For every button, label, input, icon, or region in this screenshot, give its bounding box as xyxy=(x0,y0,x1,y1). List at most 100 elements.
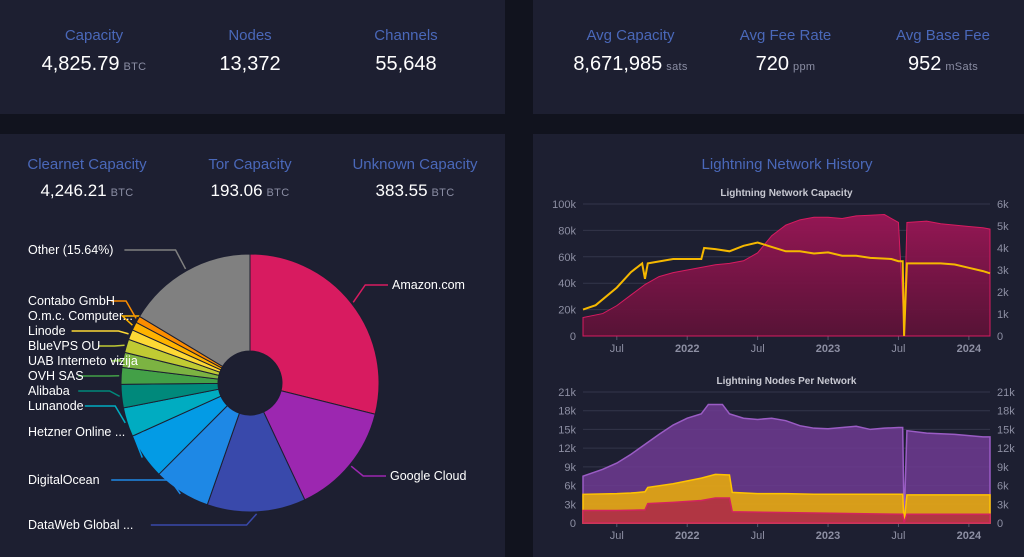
x-tick-label: 2022 xyxy=(675,530,699,542)
unknown-unit: BTC xyxy=(431,187,455,199)
pie-leader-google-cloud xyxy=(350,465,386,477)
pie-leader-dataweb-global xyxy=(150,513,258,526)
pie-label-lunanode: Lunanode xyxy=(28,399,84,413)
pie-label-linode: Linode xyxy=(28,324,66,338)
avg-capacity-label: Avg Capacity xyxy=(586,27,675,44)
y-left-tick: 3k xyxy=(564,499,576,511)
y-right-tick: 9k xyxy=(997,462,1009,474)
x-tick-label: 2022 xyxy=(675,343,699,355)
y-right-tick: 12k xyxy=(997,443,1015,455)
x-tick-label: 2023 xyxy=(816,530,840,542)
capacity-value: 4,825.79 xyxy=(41,53,120,75)
y-left-tick: 20k xyxy=(558,305,576,317)
pie-leader-contabo-gmbh xyxy=(111,300,137,319)
pie-slice-other-15-64 xyxy=(138,253,251,368)
pie-leader-alibaba xyxy=(78,390,121,398)
tor-unit: BTC xyxy=(266,187,290,199)
avg-capacity-stat: Avg Capacity 8,671,985 sats xyxy=(558,27,703,80)
clearnet-unit: BTC xyxy=(110,187,134,199)
pie-leader-bluevps-ou xyxy=(98,344,125,347)
unannounced-nodes-area-series xyxy=(582,497,991,524)
tor-value: 193.06 xyxy=(210,181,263,200)
pie-slice-dataweb-global xyxy=(206,411,306,513)
unknown-label: Unknown Capacity xyxy=(352,156,478,173)
pie-label-o-m-c-computer: O.m.c. Computer... xyxy=(28,309,133,323)
isp-pie-chart: Amazon.com Google Cloud DataWeb Global ...… xyxy=(28,243,466,532)
y-right-tick: 15k xyxy=(997,424,1015,436)
pie-leader-other-15-64 xyxy=(124,249,187,270)
pie-label-digitalocean: DigitalOcean xyxy=(28,473,100,487)
pie-label-alibaba: Alibaba xyxy=(28,384,70,398)
y-right-tick: 6k xyxy=(997,481,1009,493)
avg-base-fee-label: Avg Base Fee xyxy=(896,27,990,44)
channels-label: Channels xyxy=(374,27,438,44)
avg-base-fee-unit: mSats xyxy=(945,61,979,73)
capacity-unit: BTC xyxy=(123,61,147,73)
y-left-tick: 100k xyxy=(552,199,576,211)
pie-leader-digitalocean xyxy=(111,479,181,495)
nodes-stat: Nodes 13,372 xyxy=(185,27,315,77)
y-left-tick: 6k xyxy=(564,481,576,493)
x-tick-label: Jul xyxy=(891,530,905,542)
y-left-tick: 0 xyxy=(570,331,576,343)
y-left-tick: 15k xyxy=(558,424,576,436)
pie-label-contabo-gmbh: Contabo GmbH xyxy=(28,294,115,308)
capacity-label: Capacity xyxy=(64,27,124,44)
avg-fee-rate-value: 720 xyxy=(755,53,790,75)
y-right-tick: 2k xyxy=(997,287,1009,299)
y-left-tick: 60k xyxy=(558,252,576,264)
fees-card: Avg Capacity 8,671,985 sats Avg Fee Rate … xyxy=(533,0,1024,114)
unknown-value: 383.55 xyxy=(375,181,428,200)
pie-label-ovh-sas: OVH SAS xyxy=(28,369,84,383)
pie-slice-google-cloud xyxy=(262,390,376,501)
clearnet-label: Clearnet Capacity xyxy=(27,156,147,173)
avg-fee-rate-unit: ppm xyxy=(793,61,816,73)
avg-capacity-unit: sats xyxy=(666,61,688,73)
pie-label-uab-interneto-vizija: UAB Interneto vizija xyxy=(28,354,138,368)
y-right-tick: 4k xyxy=(997,243,1009,255)
pie-label-hetzner-online: Hetzner Online ... xyxy=(28,425,125,439)
avg-capacity-value: 8,671,985 xyxy=(573,53,663,75)
x-tick-label: 2024 xyxy=(957,343,982,355)
tor-stat: Tor Capacity 193.06 BTC xyxy=(185,156,315,206)
capacity-area-series xyxy=(582,214,991,337)
chart-title-nodes: Lightning Nodes Per Network xyxy=(716,376,856,387)
x-tick-label: 2023 xyxy=(816,343,840,355)
y-right-tick: 0 xyxy=(997,331,1003,343)
chart-title-capacity: Lightning Network Capacity xyxy=(720,188,853,199)
channels-value: 55,648 xyxy=(375,53,437,75)
y-right-tick: 1k xyxy=(997,309,1009,321)
y-right-tick: 0 xyxy=(997,518,1003,530)
nodes-label: Nodes xyxy=(228,27,272,44)
y-left-tick: 21k xyxy=(558,387,576,399)
x-tick-label: 2024 xyxy=(957,530,982,542)
y-left-tick: 40k xyxy=(558,278,576,290)
y-right-tick: 18k xyxy=(997,406,1015,418)
y-right-tick: 3k xyxy=(997,265,1009,277)
y-right-tick: 6k xyxy=(997,199,1009,211)
y-right-tick: 21k xyxy=(997,387,1015,399)
pie-leader-lunanode xyxy=(84,405,126,424)
x-tick-label: Jul xyxy=(610,343,624,355)
pie-label-other-15-64: Other (15.64%) xyxy=(28,243,113,257)
summary-card: Capacity 4,825.79 BTC Nodes 13,372 Channe… xyxy=(0,0,505,114)
pie-label-dataweb-global: DataWeb Global ... xyxy=(28,518,133,532)
nodes-value: 13,372 xyxy=(219,53,281,75)
capacity-stat: Capacity 4,825.79 BTC xyxy=(24,27,164,80)
pie-label-amazon-com: Amazon.com xyxy=(392,278,465,292)
pie-label-bluevps-ou: BlueVPS OU xyxy=(28,339,100,353)
x-tick-label: Jul xyxy=(751,343,765,355)
y-right-tick: 5k xyxy=(997,221,1009,233)
x-tick-label: Jul xyxy=(751,530,765,542)
y-left-tick: 9k xyxy=(564,462,576,474)
channels-stat: Channels 55,648 xyxy=(341,27,471,77)
x-tick-label: Jul xyxy=(891,343,905,355)
y-right-tick: 3k xyxy=(997,499,1009,511)
pie-hole xyxy=(219,352,281,414)
y-left-tick: 18k xyxy=(558,406,576,418)
pie-label-google-cloud: Google Cloud xyxy=(390,469,466,483)
y-left-tick: 80k xyxy=(558,225,576,237)
unknown-stat: Unknown Capacity 383.55 BTC xyxy=(345,156,485,206)
y-left-tick: 12k xyxy=(558,443,576,455)
pie-slice-amazon-com xyxy=(249,253,380,415)
